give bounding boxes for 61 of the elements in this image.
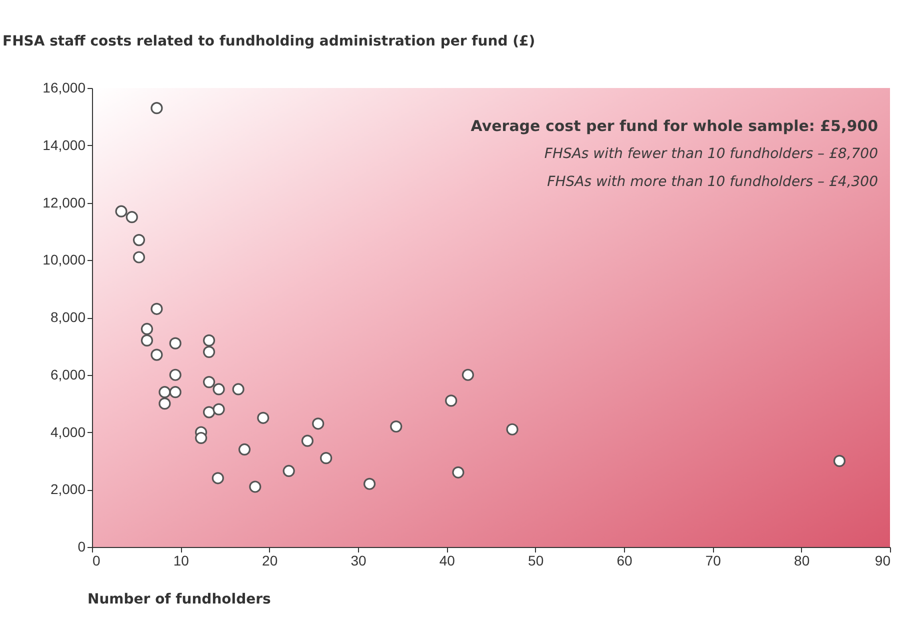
point [257, 412, 270, 424]
x-tick-label: 10 [173, 552, 190, 568]
x-tick-label: 90 [874, 552, 891, 568]
point [195, 432, 208, 444]
point [150, 102, 163, 114]
point [320, 452, 332, 464]
point [390, 420, 402, 433]
y-tick-label: 4,000 [50, 424, 86, 440]
point [212, 472, 224, 484]
point [132, 234, 146, 246]
point [169, 337, 182, 350]
point [202, 376, 216, 388]
y-tick-label: 10,000 [42, 252, 86, 268]
point [158, 386, 171, 398]
y-tick-label: 2,000 [50, 481, 86, 498]
point [833, 454, 846, 467]
annotation: FHSAs with fewer than 10 fundholders – £8,700 [544, 146, 878, 162]
point [150, 302, 163, 315]
point [140, 334, 154, 346]
point [150, 348, 163, 361]
point [202, 334, 216, 346]
point [115, 205, 128, 218]
point [301, 434, 314, 447]
y-tick-label: 6,000 [50, 366, 86, 382]
annotation: FHSAs with more than 10 fundholders – £4,300 [547, 174, 878, 190]
x-tick-label: 60 [616, 552, 632, 568]
point [202, 406, 216, 418]
point [282, 464, 295, 478]
point [506, 423, 518, 436]
point [452, 466, 464, 478]
point [249, 480, 262, 493]
y-tick-label: 16,000 [42, 80, 86, 96]
y-axis-title: FHSA staff costs related to fundholding administration per fund (£) [2, 34, 536, 50]
x-tick-label: 80 [794, 552, 810, 568]
y-tick-label: 8,000 [50, 309, 86, 325]
x-axis-title: Number of fundholders [88, 592, 271, 608]
point [312, 418, 324, 430]
point [169, 386, 182, 398]
point [212, 403, 225, 416]
point [462, 368, 474, 381]
annotation: Average cost per fund for whole sample: £5,900 [470, 117, 878, 135]
x-tick-label: 20 [262, 552, 278, 568]
point [445, 394, 458, 407]
x-tick-label: 30 [350, 552, 366, 568]
point [158, 398, 171, 410]
point [140, 322, 154, 336]
x-tick-label: 50 [528, 552, 544, 568]
point [363, 478, 376, 490]
x-tick-label: 70 [705, 552, 722, 568]
point [238, 443, 251, 456]
point [212, 383, 225, 396]
y-tick-label: 14,000 [42, 136, 86, 153]
x-tick-label: 0 [92, 552, 100, 568]
point [232, 383, 244, 396]
point [169, 368, 182, 381]
point [202, 346, 216, 358]
point [126, 211, 138, 224]
x-tick-label: 40 [439, 552, 456, 568]
y-tick-label: 12,000 [42, 194, 86, 210]
y-tick-label: 0 [78, 538, 86, 554]
point [132, 251, 146, 264]
